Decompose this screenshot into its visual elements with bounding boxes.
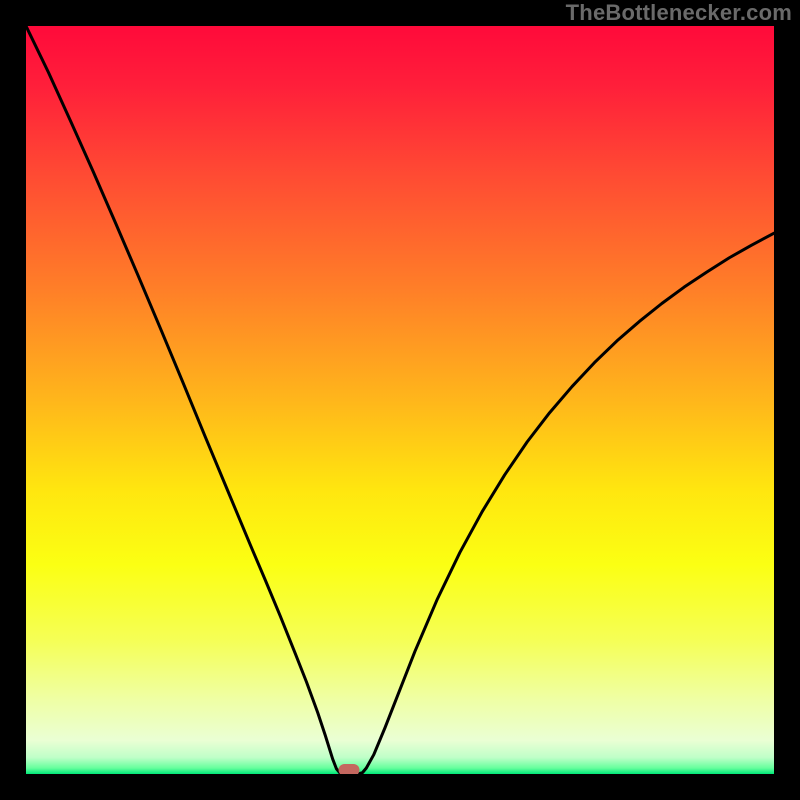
watermark-text: TheBottlenecker.com [566, 0, 792, 26]
curve-svg [26, 26, 774, 774]
bottleneck-curve [26, 26, 774, 774]
optimum-marker [339, 764, 360, 775]
plot-area [26, 26, 774, 774]
chart-container: TheBottlenecker.com [0, 0, 800, 800]
